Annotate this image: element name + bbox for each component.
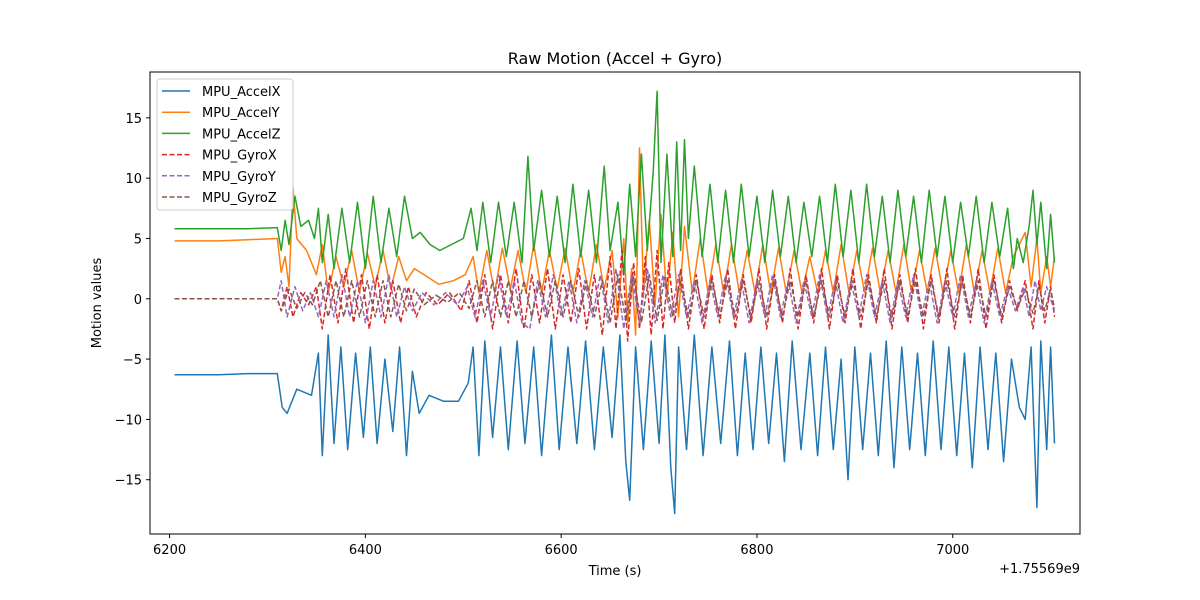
y-tick-label: −10 xyxy=(115,413,142,428)
y-tick-label: 0 xyxy=(134,293,142,308)
plot-frame xyxy=(149,71,1081,535)
x-tick-label: 6600 xyxy=(545,543,578,558)
series-line-mpu-accelz xyxy=(174,90,1056,276)
x-tick-label: 7000 xyxy=(936,543,969,558)
x-tick-label: 6800 xyxy=(740,543,773,558)
x-axis-label: Time (s) xyxy=(588,564,642,579)
legend-label: MPU_AccelZ xyxy=(202,127,281,142)
x-tick-label: 6400 xyxy=(349,543,382,558)
y-tick-label: −5 xyxy=(123,353,142,368)
y-axis-label: Motion values xyxy=(90,258,105,349)
legend: MPU_AccelX MPU_AccelY MPU_AccelZ MPU_GyroX M… xyxy=(156,78,294,211)
legend-label: MPU_GyroY xyxy=(202,170,276,185)
legend-label: MPU_GyroX xyxy=(202,149,277,164)
legend-box xyxy=(156,78,294,211)
y-tick-label: 10 xyxy=(125,172,142,187)
legend-label: MPU_GyroZ xyxy=(202,191,277,206)
series-line-mpu-gyrox xyxy=(174,249,1056,342)
y-tick-label: 15 xyxy=(125,112,142,127)
legend-label: MPU_AccelX xyxy=(202,85,281,100)
legend-label: MPU_AccelY xyxy=(202,106,280,121)
x-axis: 6200 6400 6600 6800 7000 xyxy=(153,534,969,558)
series-layer xyxy=(174,90,1056,515)
chart-title: Raw Motion (Accel + Gyro) xyxy=(508,49,723,68)
series-line-mpu-accelx xyxy=(174,334,1056,515)
legend-items: MPU_AccelX MPU_AccelY MPU_AccelZ MPU_GyroX M… xyxy=(162,85,281,206)
y-axis: −15 −10 −5 0 5 10 15 xyxy=(115,112,150,489)
x-axis-offset-label: +1.75569e9 xyxy=(999,562,1080,577)
series-line-mpu-gyroy xyxy=(174,267,1056,330)
y-tick-label: 5 xyxy=(134,232,142,247)
x-tick-label: 6200 xyxy=(153,543,186,558)
series-line-mpu-gyroz xyxy=(174,273,1056,324)
y-tick-label: −15 xyxy=(115,474,142,489)
